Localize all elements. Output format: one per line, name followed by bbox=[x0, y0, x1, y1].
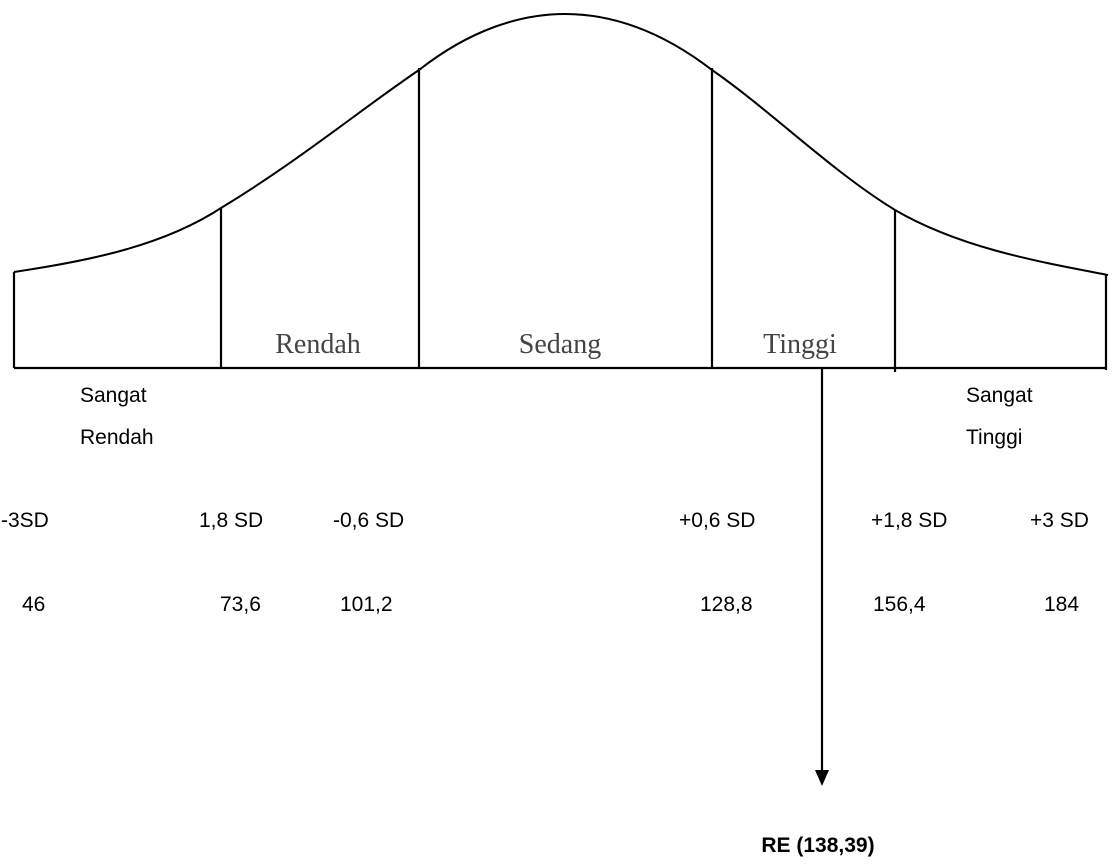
category-label-sangat-tinggi-line2: Tinggi bbox=[966, 426, 1022, 449]
category-label-sangat-rendah-line1: Sangat bbox=[80, 384, 147, 407]
score-value-minus-3sd: 46 bbox=[22, 593, 45, 616]
score-value-plus-1-8sd: 156,4 bbox=[873, 593, 926, 616]
score-value-minus-0-6sd: 101,2 bbox=[340, 593, 393, 616]
sd-label-minus-1-8: 1,8 SD bbox=[199, 509, 263, 532]
category-label-tinggi: Tinggi bbox=[763, 329, 837, 360]
sd-label-plus-1-8: +1,8 SD bbox=[871, 509, 947, 532]
category-label-rendah: Rendah bbox=[275, 329, 361, 360]
score-value-minus-1-8sd: 73,6 bbox=[220, 593, 261, 616]
category-label-sedang: Sedang bbox=[519, 329, 601, 360]
sd-label-minus-3: -3SD bbox=[1, 509, 49, 532]
score-value-plus-3sd: 184 bbox=[1044, 593, 1079, 616]
marker-label: RE (138,39) bbox=[761, 834, 874, 857]
sd-label-plus-3: +3 SD bbox=[1030, 509, 1089, 532]
category-label-sangat-rendah-line2: Rendah bbox=[80, 426, 154, 449]
sd-label-plus-0-6: +0,6 SD bbox=[679, 509, 755, 532]
marker-arrow-head bbox=[815, 770, 829, 786]
category-label-sangat-tinggi-line1: Sangat bbox=[966, 384, 1033, 407]
sd-label-minus-0-6: -0,6 SD bbox=[333, 509, 404, 532]
score-value-plus-0-6sd: 128,8 bbox=[700, 593, 753, 616]
bell-curve bbox=[13, 12, 1109, 276]
